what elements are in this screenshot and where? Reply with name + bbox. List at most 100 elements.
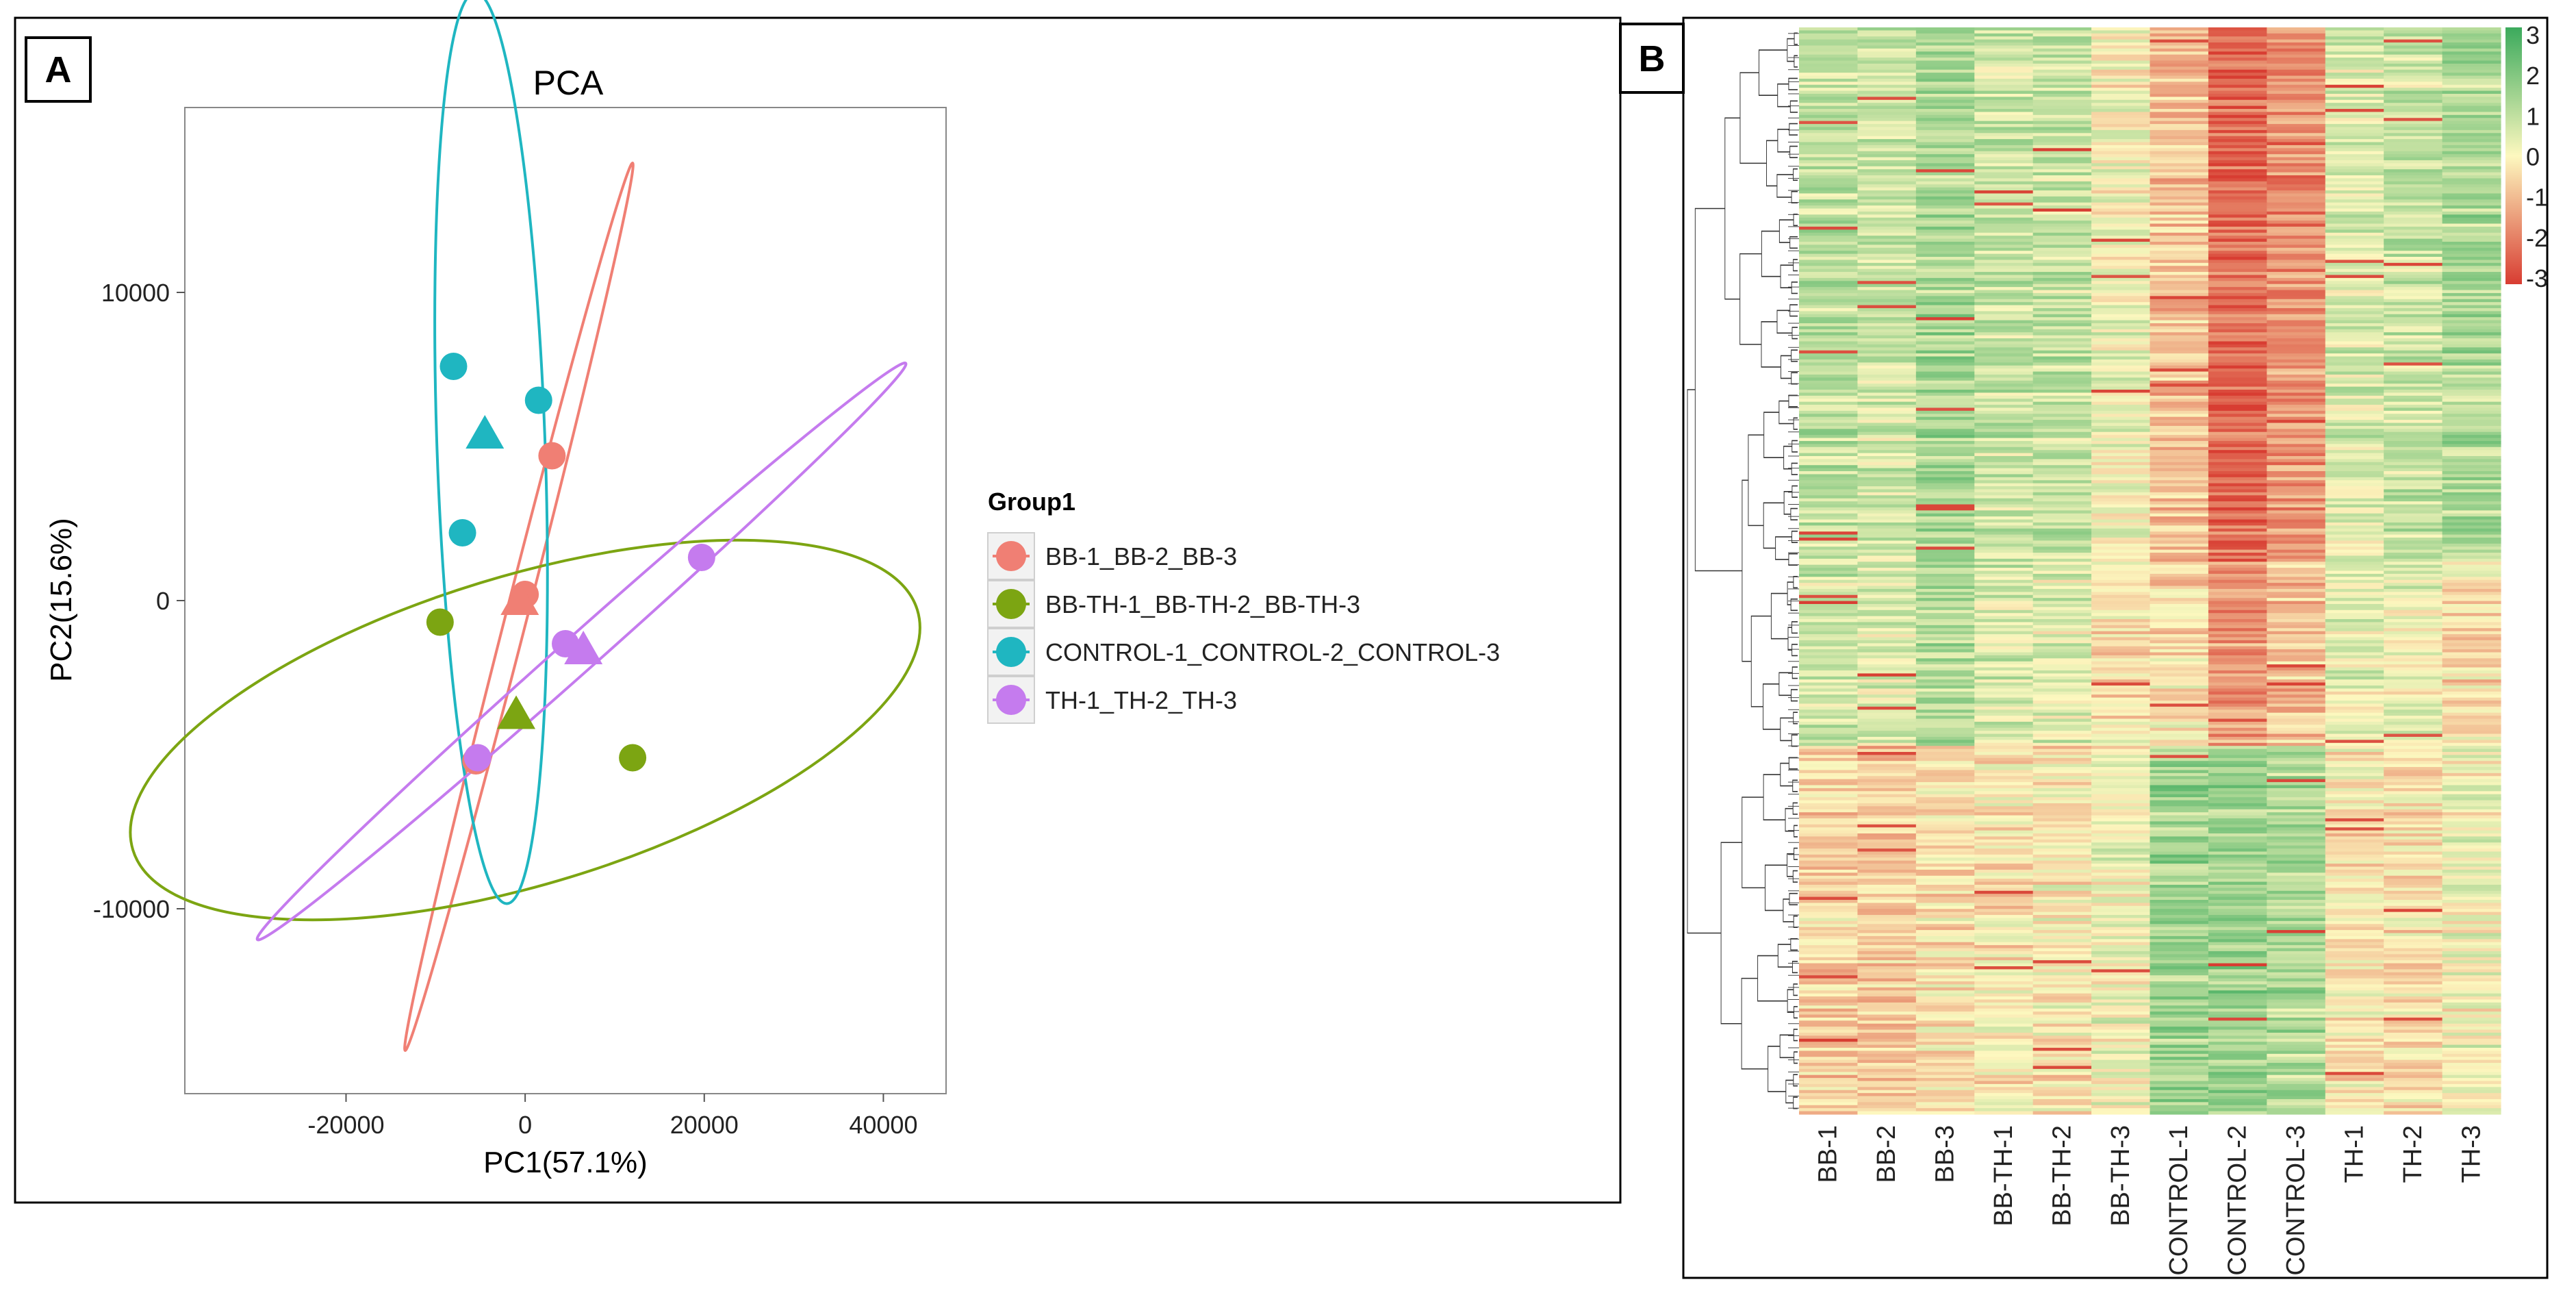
heatmap-cell <box>2384 1063 2443 1067</box>
heatmap-cell <box>1974 888 2034 892</box>
heatmap-cell <box>2384 317 2443 321</box>
heatmap-cell <box>2032 121 2092 125</box>
heatmap-cell <box>2384 701 2443 705</box>
heatmap-cell <box>1857 453 1917 457</box>
heatmap-cell <box>1857 522 1917 526</box>
heatmap-cell <box>2091 534 2151 538</box>
heatmap-cell <box>1915 712 1975 716</box>
heatmap-cell <box>2384 848 2443 853</box>
heatmap-cell <box>1857 788 1917 792</box>
heatmap-cell <box>2325 311 2384 315</box>
heatmap-cell <box>2208 703 2267 707</box>
heatmap-cell <box>1857 879 1917 883</box>
heatmap-cell <box>2091 933 2151 937</box>
heatmap-cell <box>1857 1083 1917 1087</box>
heatmap-cell <box>2150 88 2209 92</box>
heatmap-cell <box>2442 993 2501 997</box>
heatmap-cell <box>1915 757 1975 762</box>
heatmap-cell <box>2032 860 2092 864</box>
heatmap-cell <box>1974 848 2034 853</box>
heatmap-cell <box>2091 121 2151 125</box>
heatmap-cell <box>1974 112 2034 116</box>
heatmap-cell <box>2325 851 2384 855</box>
heatmap-cell <box>1799 416 1859 420</box>
heatmap-cell <box>1857 1032 1917 1036</box>
heatmap-cell <box>2208 1066 2267 1070</box>
heatmap-cell <box>2442 1044 2501 1048</box>
heatmap-cell <box>1974 634 2034 638</box>
heatmap-cell <box>2384 30 2443 34</box>
heatmap-cell <box>2208 918 2267 922</box>
heatmap-cell <box>2442 649 2501 653</box>
heatmap-cell <box>2384 534 2443 538</box>
heatmap-cell <box>2150 97 2209 101</box>
heatmap-cell <box>1799 447 1859 451</box>
heatmap-cell <box>1974 1093 2034 1097</box>
heatmap-cell <box>1857 93 1917 97</box>
heatmap-cell <box>2208 935 2267 940</box>
heatmap-cell <box>2384 920 2443 925</box>
heatmap-cell <box>2267 1066 2326 1070</box>
heatmap-cell <box>1974 1078 2034 1082</box>
heatmap-cell <box>2150 664 2209 668</box>
heatmap-cell <box>2150 519 2209 523</box>
heatmap-cell <box>2325 229 2384 234</box>
heatmap-cell <box>2384 706 2443 710</box>
heatmap-cell <box>2150 782 2209 786</box>
heatmap-cell <box>2442 455 2501 460</box>
heatmap-cell <box>2091 588 2151 592</box>
heatmap-cell <box>2150 1017 2209 1021</box>
heatmap-cell <box>1974 99 2034 103</box>
heatmap-cell <box>2442 121 2501 125</box>
heatmap-cell <box>1799 564 1859 568</box>
heatmap-cell <box>2442 54 2501 58</box>
heatmap-cell <box>1974 1068 2034 1072</box>
heatmap-cell <box>2267 779 2326 783</box>
heatmap-cell <box>1799 217 1859 221</box>
heatmap-cell <box>2150 598 2209 602</box>
heatmap-cell <box>2208 30 2267 34</box>
heatmap-cell <box>2267 498 2326 502</box>
heatmap-cell <box>2208 332 2267 336</box>
heatmap-cell <box>1915 1108 1975 1112</box>
heatmap-cell <box>1799 957 1859 961</box>
heatmap-cell <box>2384 268 2443 273</box>
heatmap-cell <box>2032 718 2092 722</box>
heatmap-cell <box>2091 761 2151 765</box>
heatmap-cell <box>2150 284 2209 288</box>
heatmap-cell <box>2325 1035 2384 1040</box>
heatmap-cell <box>1915 73 1975 77</box>
heatmap-cell <box>1915 1063 1975 1067</box>
heatmap-cell <box>2091 782 2151 786</box>
heatmap-cell <box>2208 498 2267 502</box>
heatmap-cell <box>1799 884 1859 888</box>
heatmap-cell <box>1799 423 1859 427</box>
heatmap-cell <box>1915 1081 1975 1085</box>
heatmap-cell <box>2442 262 2501 266</box>
heatmap-cell <box>2208 613 2267 617</box>
heatmap-cell <box>2150 564 2209 568</box>
heatmap-cell <box>2267 148 2326 152</box>
heatmap-cell <box>2267 718 2326 722</box>
heatmap-cell <box>1857 1108 1917 1112</box>
heatmap-cell <box>1799 51 1859 55</box>
heatmap-cell <box>2091 709 2151 714</box>
heatmap-cell <box>2208 1059 2267 1064</box>
heatmap-cell <box>1974 172 2034 176</box>
heatmap-cell <box>2208 1111 2267 1115</box>
heatmap-cell <box>2442 905 2501 909</box>
heatmap-cell <box>2091 643 2151 647</box>
heatmap-cell <box>2384 562 2443 566</box>
heatmap-cell <box>1915 1057 1975 1061</box>
heatmap-cell <box>2442 954 2501 958</box>
heatmap-cell <box>2384 93 2443 97</box>
heatmap-cell <box>1915 88 1975 92</box>
heatmap-cell <box>1915 894 1975 898</box>
heatmap-cell <box>1915 359 1975 363</box>
heatmap-cell <box>2091 637 2151 641</box>
heatmap-cell <box>2091 767 2151 771</box>
heatmap-cell <box>2032 93 2092 97</box>
heatmap-cell <box>1857 142 1917 146</box>
heatmap-cell <box>1857 839 1917 843</box>
heatmap-cell <box>2325 435 2384 439</box>
